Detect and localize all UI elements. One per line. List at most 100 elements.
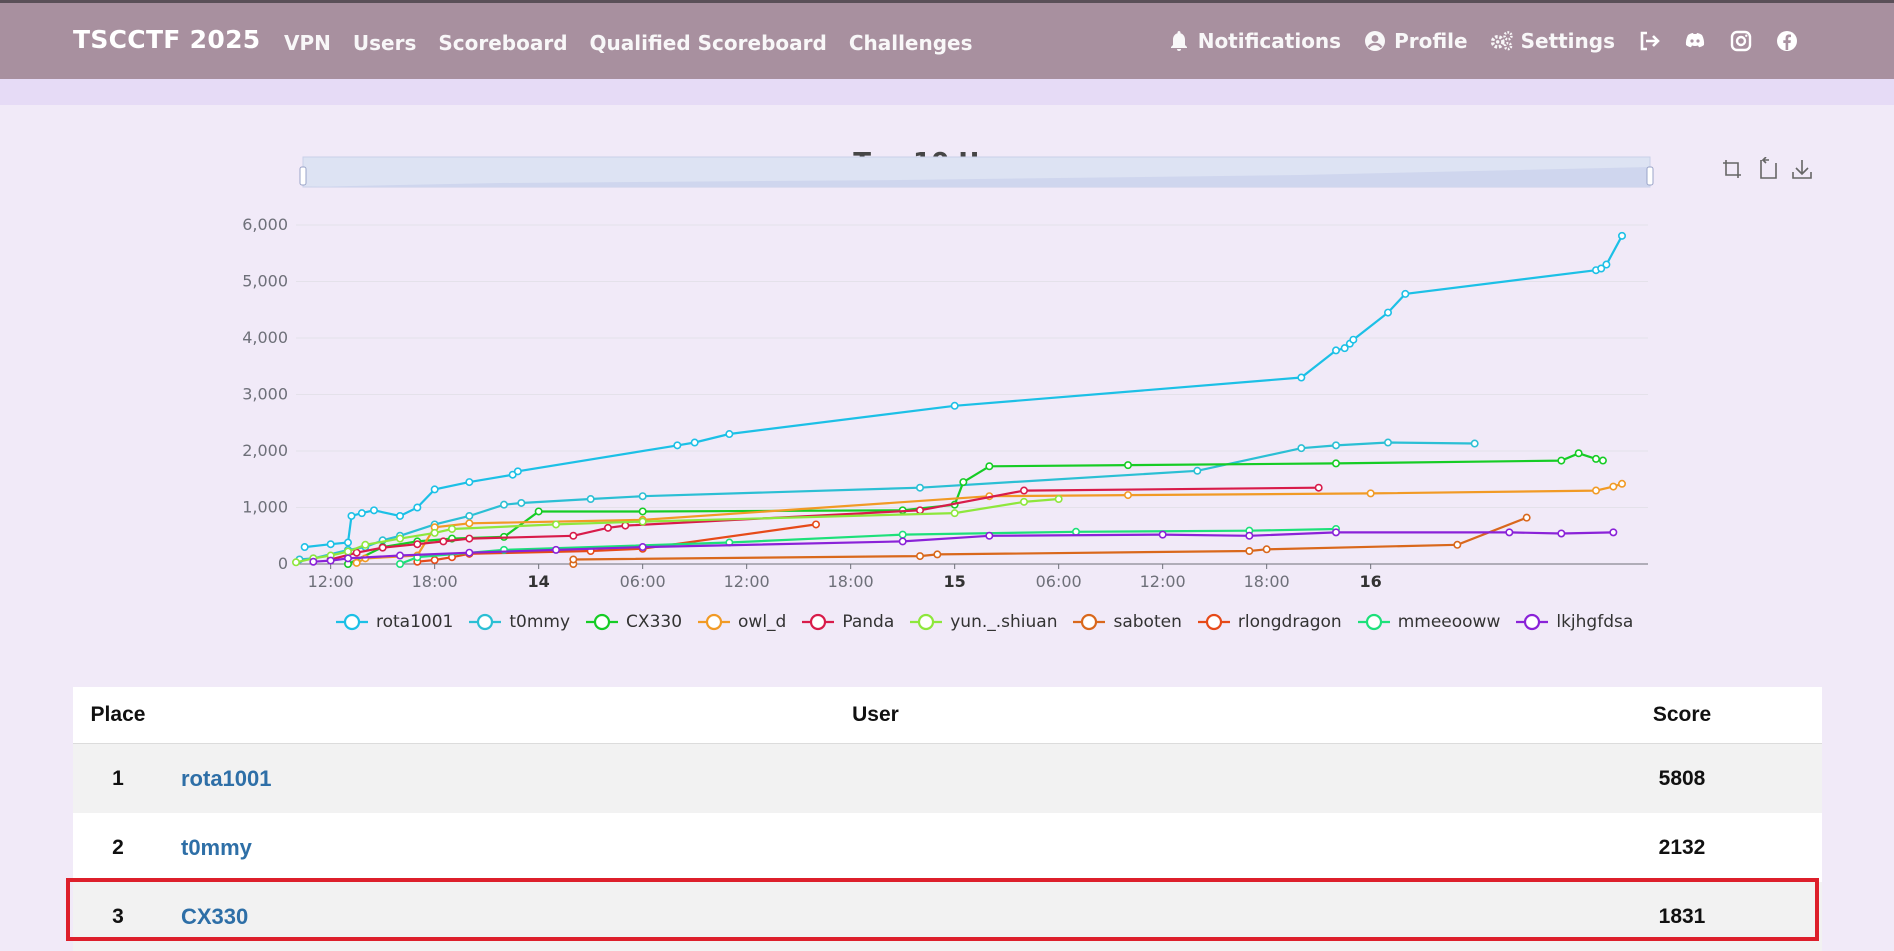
header-score: Score	[1571, 687, 1822, 744]
data-point	[413, 540, 422, 549]
series-line-rlongdragon	[417, 523, 817, 563]
data-point	[1124, 461, 1133, 470]
legend-item-Panda[interactable]: Panda	[802, 612, 894, 632]
y-tick-label: 6,000	[242, 215, 288, 234]
row-score: 5808	[1571, 743, 1822, 813]
data-point	[1124, 491, 1133, 500]
data-point	[465, 519, 474, 528]
data-point	[1574, 449, 1583, 458]
user-link[interactable]: rota1001	[181, 765, 272, 791]
legend-item-rlongdragon[interactable]: rlongdragon	[1197, 612, 1342, 632]
user-link[interactable]: CX330	[181, 903, 249, 929]
chart-legend: rota1001 t0mmy CX330 owl_d Panda yun._.shiuan…	[336, 612, 1633, 632]
nav-link-vpn[interactable]: VPN	[284, 31, 331, 55]
legend-item-owl_d[interactable]: owl_d	[698, 612, 786, 632]
nav-link-qualified-scoreboard[interactable]: Qualified Scoreboard	[589, 31, 827, 55]
score-chart: Top 10 Users 01,0002,0003,0004,0005,0006…	[0, 105, 1894, 675]
table-row: 1 rota1001 5808	[73, 743, 1822, 813]
data-point	[1193, 466, 1202, 475]
data-point	[395, 534, 404, 543]
chart-canvas: 0 1,000 2,000 3,000 4,000 5,000 6,000 12:00 18:0…	[242, 156, 1654, 591]
nav-link-challenges[interactable]: Challenges	[848, 31, 973, 55]
data-point	[551, 520, 560, 529]
data-point	[985, 531, 994, 540]
nav-link-scoreboard[interactable]: Scoreboard	[438, 31, 568, 55]
data-point	[1401, 289, 1410, 298]
legend-label: rlongdragon	[1237, 612, 1342, 632]
settings-label: Settings	[1520, 29, 1615, 53]
table-header-row: Place User Score	[73, 687, 1822, 744]
brand-logo[interactable]: TSCCTF 2025	[73, 25, 261, 54]
data-point	[1072, 527, 1081, 536]
legend-label: saboten	[1113, 612, 1182, 632]
facebook-icon[interactable]	[1775, 29, 1799, 53]
data-point	[1609, 528, 1618, 537]
data-point	[447, 524, 456, 533]
nav-links: VPN Users Scoreboard Qualified Scoreboar…	[284, 31, 973, 55]
notifications-link[interactable]: Notifications	[1167, 29, 1341, 53]
profile-link[interactable]: Profile	[1363, 29, 1468, 53]
data-point	[638, 507, 647, 516]
data-point	[326, 540, 335, 549]
x-tick-label: 06:00	[620, 572, 666, 591]
series-line-mmeeooww	[399, 527, 1337, 566]
row-score: 2132	[1571, 813, 1822, 882]
data-point	[1602, 260, 1611, 269]
data-point	[569, 555, 578, 564]
zoom-reset-icon[interactable]	[1755, 157, 1779, 181]
data-point	[915, 552, 924, 561]
data-point	[1297, 373, 1306, 382]
row-place: 3	[73, 882, 163, 951]
data-zoom-preview	[303, 167, 1650, 187]
x-tick-label: 18:00	[828, 572, 874, 591]
legend-marker-icon	[1197, 613, 1230, 631]
nav-link-users[interactable]: Users	[352, 31, 417, 55]
chart-toolbox	[1720, 157, 1814, 181]
data-point	[326, 556, 335, 565]
series-line-saboten	[572, 516, 1528, 564]
row-place: 2	[73, 813, 163, 882]
profile-label: Profile	[1394, 29, 1468, 53]
data-point	[1019, 497, 1028, 506]
logout-icon[interactable]	[1637, 29, 1661, 53]
legend-item-CX330[interactable]: CX330	[586, 612, 682, 632]
legend-label: mmeeooww	[1397, 612, 1501, 632]
data-point	[1054, 495, 1063, 504]
settings-link[interactable]: Settings	[1490, 29, 1615, 53]
discord-icon[interactable]	[1683, 29, 1707, 53]
legend-item-yun._.shiuan[interactable]: yun._.shiuan	[910, 612, 1057, 632]
user-link[interactable]: t0mmy	[181, 834, 252, 860]
data-point	[638, 517, 647, 526]
data-point	[673, 441, 682, 450]
data-point	[309, 557, 318, 566]
x-tick-label: 15	[944, 572, 966, 591]
data-point	[430, 485, 439, 494]
legend-item-mmeeooww[interactable]: mmeeooww	[1357, 612, 1501, 632]
data-point	[985, 462, 994, 471]
zoom-icon[interactable]	[1720, 157, 1744, 181]
legend-item-t0mmy[interactable]: t0mmy	[469, 612, 570, 632]
data-point	[915, 483, 924, 492]
legend-item-lkjhgfdsa[interactable]: lkjhgfdsa	[1516, 612, 1633, 632]
row-user: CX330	[163, 882, 1571, 951]
data-point	[1245, 547, 1254, 556]
data-point	[395, 559, 404, 568]
instagram-icon[interactable]	[1729, 29, 1753, 53]
data-point	[439, 537, 448, 546]
row-user: rota1001	[163, 743, 1571, 813]
nav-right: Notifications Profile Settings	[1167, 29, 1799, 53]
data-zoom-handle-left	[299, 166, 307, 186]
data-point	[465, 534, 474, 543]
data-point	[1609, 482, 1618, 491]
data-point	[499, 500, 508, 509]
data-point	[300, 543, 309, 552]
download-icon[interactable]	[1790, 157, 1814, 181]
legend-item-saboten[interactable]: saboten	[1073, 612, 1182, 632]
data-point	[811, 520, 820, 529]
data-point	[1598, 456, 1607, 465]
x-tick-label: 18:00	[1244, 572, 1290, 591]
data-point	[465, 511, 474, 520]
data-point	[690, 438, 699, 447]
legend-label: owl_d	[738, 612, 787, 632]
legend-item-rota1001[interactable]: rota1001	[336, 612, 453, 632]
